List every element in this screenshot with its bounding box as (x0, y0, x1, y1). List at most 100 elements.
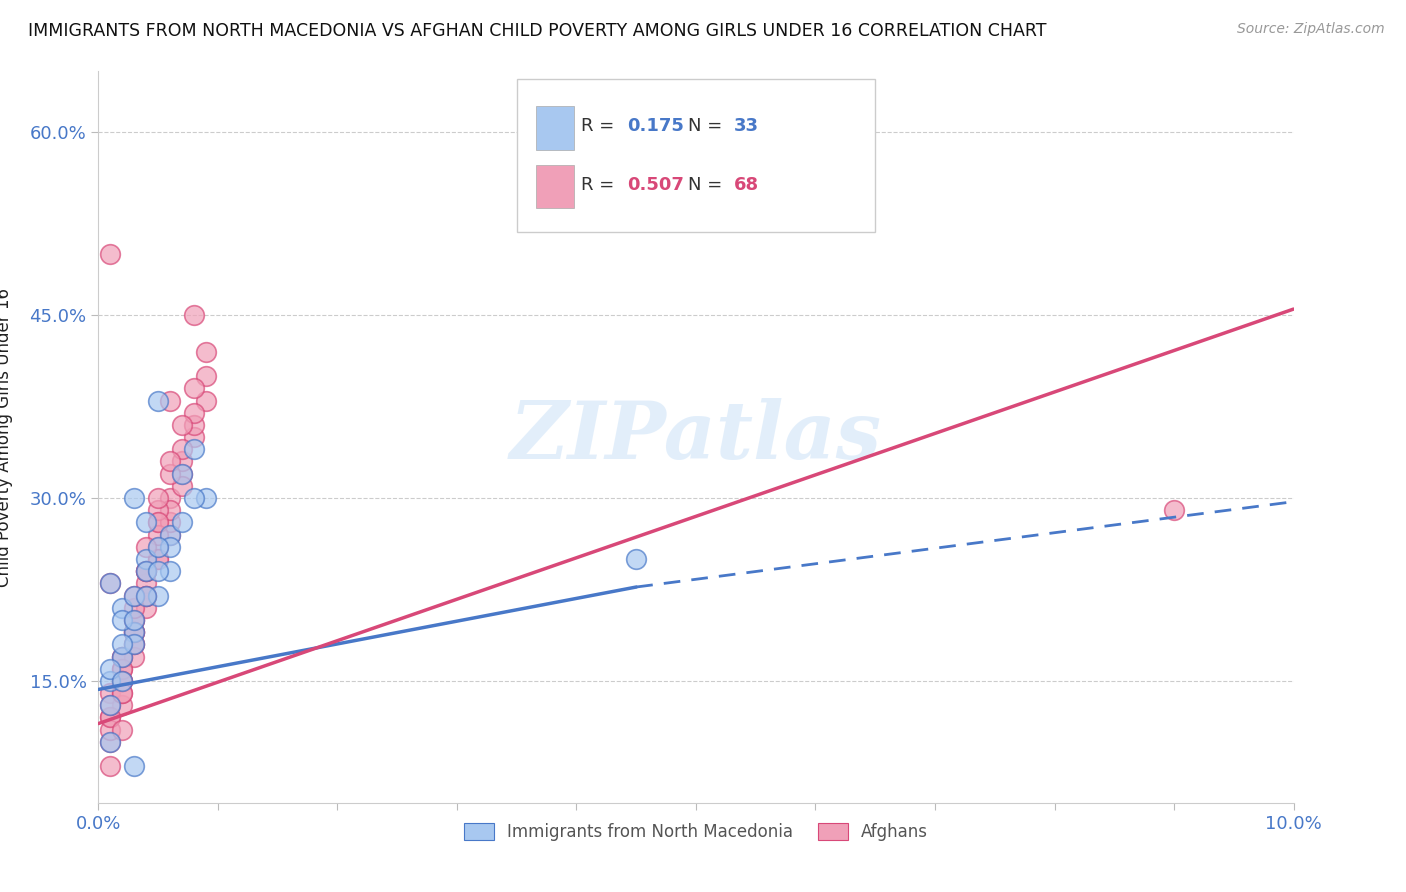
Point (135, 564, 157, 578)
Point (98, 759, 122, 773)
Point (172, 467, 194, 481)
Point (159, 503, 181, 517)
Text: ZIPatlas: ZIPatlas (510, 399, 882, 475)
Point (111, 673, 134, 688)
Text: Source: ZipAtlas.com: Source: ZipAtlas.com (1237, 22, 1385, 37)
Point (124, 759, 146, 773)
Point (1163, 503, 1185, 517)
Point (124, 625, 146, 640)
Point (195, 491, 218, 505)
Point (172, 442, 194, 457)
Point (148, 393, 170, 408)
Point (148, 516, 170, 530)
Point (159, 527, 181, 541)
Point (111, 649, 134, 664)
Text: N =: N = (688, 117, 727, 136)
Point (124, 613, 146, 627)
Point (124, 613, 146, 627)
Point (98, 698, 122, 713)
Point (98, 735, 122, 749)
Point (111, 686, 134, 700)
Point (111, 662, 134, 676)
Point (111, 600, 134, 615)
Point (124, 637, 146, 651)
Point (159, 467, 181, 481)
Point (172, 479, 194, 493)
Point (111, 698, 134, 713)
Point (159, 516, 181, 530)
Point (135, 576, 157, 591)
Point (159, 454, 181, 468)
Point (172, 516, 194, 530)
Point (111, 649, 134, 664)
Point (111, 649, 134, 664)
Point (148, 552, 170, 566)
Point (135, 589, 157, 603)
Text: R =: R = (581, 117, 620, 136)
Point (111, 613, 134, 627)
Text: R =: R = (581, 176, 620, 194)
Point (98, 710, 122, 724)
Point (159, 564, 181, 578)
Point (195, 369, 218, 384)
Text: 0.175: 0.175 (627, 117, 683, 136)
Point (135, 564, 157, 578)
Point (172, 454, 194, 468)
Point (148, 540, 170, 554)
Text: N =: N = (688, 176, 727, 194)
Point (135, 564, 157, 578)
Point (111, 637, 134, 651)
Point (135, 564, 157, 578)
Point (124, 491, 146, 505)
Point (124, 613, 146, 627)
Point (183, 381, 205, 395)
Point (159, 491, 181, 505)
Point (98, 698, 122, 713)
Text: IMMIGRANTS FROM NORTH MACEDONIA VS AFGHAN CHILD POVERTY AMONG GIRLS UNDER 16 COR: IMMIGRANTS FROM NORTH MACEDONIA VS AFGHA… (28, 22, 1046, 40)
Point (124, 600, 146, 615)
Point (98, 686, 122, 700)
Point (148, 516, 170, 530)
Point (135, 589, 157, 603)
Point (98, 710, 122, 724)
Point (124, 637, 146, 651)
Point (195, 393, 218, 408)
Point (135, 600, 157, 615)
Point (124, 625, 146, 640)
Point (159, 540, 181, 554)
Point (148, 564, 170, 578)
Point (159, 393, 181, 408)
Point (148, 491, 170, 505)
Point (111, 723, 134, 737)
Point (135, 589, 157, 603)
Point (183, 442, 205, 457)
Point (124, 625, 146, 640)
Point (626, 552, 648, 566)
Point (98, 662, 122, 676)
FancyBboxPatch shape (536, 106, 574, 150)
Point (124, 637, 146, 651)
Point (135, 552, 157, 566)
Y-axis label: Child Poverty Among Girls Under 16: Child Poverty Among Girls Under 16 (0, 287, 13, 587)
Point (98, 576, 122, 591)
Point (148, 540, 170, 554)
Point (111, 662, 134, 676)
Point (111, 673, 134, 688)
Point (124, 589, 146, 603)
Point (183, 406, 205, 420)
Point (148, 503, 170, 517)
Point (98, 576, 122, 591)
Point (98, 673, 122, 688)
Point (124, 649, 146, 664)
Point (148, 527, 170, 541)
Point (172, 417, 194, 432)
Point (148, 589, 170, 603)
Point (111, 686, 134, 700)
Text: 0.507: 0.507 (627, 176, 683, 194)
Point (183, 308, 205, 322)
Text: 33: 33 (734, 117, 759, 136)
Point (111, 673, 134, 688)
Point (183, 430, 205, 444)
Point (183, 491, 205, 505)
Point (135, 540, 157, 554)
